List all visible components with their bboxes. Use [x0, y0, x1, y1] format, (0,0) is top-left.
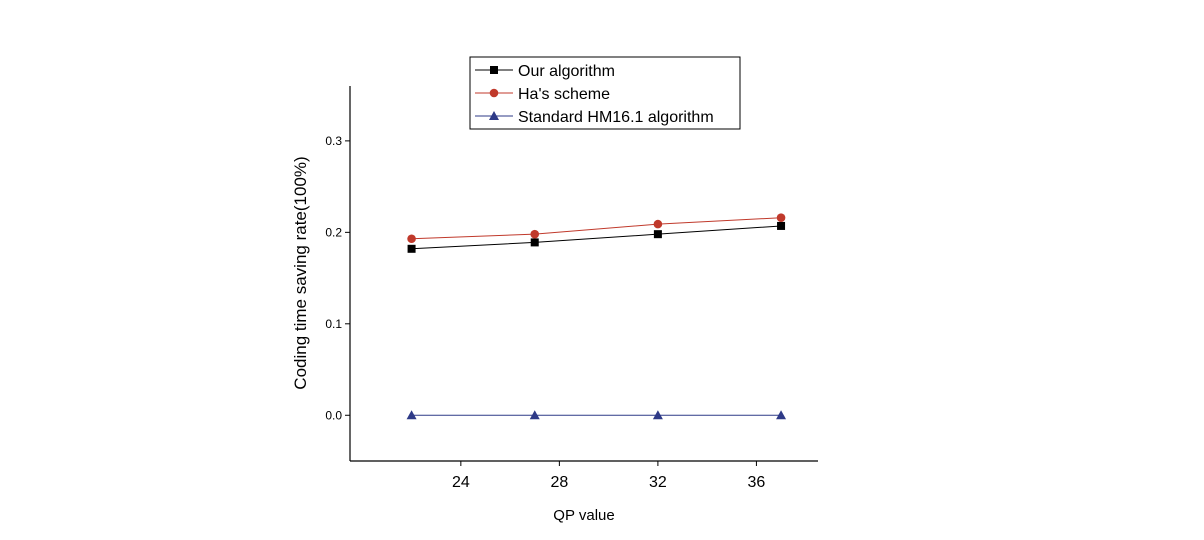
- legend-marker: [489, 88, 499, 98]
- y-tick-label: 0.3: [325, 134, 342, 148]
- data-point: [653, 219, 663, 229]
- y-tick-label: 0.1: [325, 317, 342, 331]
- data-point: [530, 229, 540, 239]
- data-point: [653, 230, 662, 239]
- y-axis-label: Coding time saving rate(100%): [291, 156, 310, 389]
- data-point: [530, 238, 539, 247]
- x-tick-label: 24: [452, 474, 470, 491]
- y-tick-label: 0.0: [325, 408, 342, 422]
- x-tick-label: 32: [649, 474, 667, 491]
- data-point: [529, 410, 540, 420]
- legend-label: Ha's scheme: [518, 86, 610, 103]
- x-tick-label: 36: [748, 474, 766, 491]
- x-axis-label: QP value: [553, 507, 614, 524]
- data-point: [776, 213, 786, 223]
- legend-label: Standard HM16.1 algorithm: [518, 109, 714, 126]
- legend-marker: [490, 66, 498, 74]
- x-tick-label: 28: [550, 474, 568, 491]
- data-point: [407, 234, 416, 244]
- data-point: [777, 221, 786, 230]
- legend-box: [469, 56, 741, 130]
- series-line: [411, 217, 782, 240]
- legend-label: Our algorithm: [518, 63, 615, 80]
- y-tick-label: 0.2: [325, 225, 342, 239]
- series-layer: [406, 213, 787, 420]
- series-line: [411, 225, 782, 250]
- series-3: [406, 410, 787, 420]
- data-point: [776, 410, 787, 420]
- data-point: [652, 410, 663, 420]
- data-point: [407, 244, 416, 253]
- axes: [349, 86, 818, 462]
- legend: Our algorithm Ha's scheme Standard HM16.1 …: [469, 56, 741, 130]
- series-1: [407, 221, 786, 253]
- series-2: [407, 213, 786, 244]
- y-ticks: 0.0 0.1 0.2 0.3: [325, 134, 350, 422]
- legend-marker: [489, 111, 499, 120]
- data-point: [406, 410, 417, 420]
- x-ticks: 24 28 32 36: [452, 461, 765, 491]
